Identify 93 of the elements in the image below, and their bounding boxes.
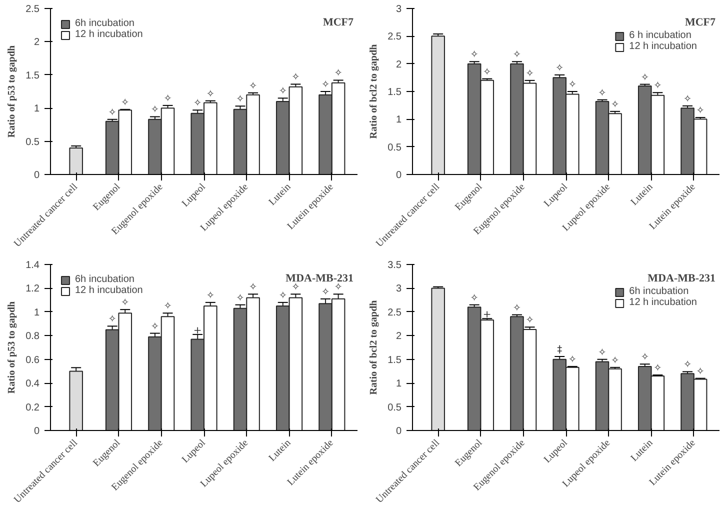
y-axis-title: Ratio of bcl2 to gapdh [368,300,380,395]
y-tick-label: 0 [34,426,40,437]
legend-label: 12 h incubation [629,297,697,308]
data-label: ✧ [321,286,330,298]
y-tick-label: 1 [34,104,40,115]
data-label: ✧ [598,88,606,99]
legend-label: 6h incubation [75,18,134,29]
data-label: ✧ [291,282,300,294]
data-label: ✧ [248,80,258,92]
data-label: ✧ [248,282,258,294]
data-label: ✧ [696,366,705,378]
y-tick-label: 0.5 [26,136,40,148]
y-axis-title: Ratio of bcl2 to gapdh [368,44,380,139]
y-tick-label: 0.8 [26,331,40,342]
data-label: ✧ [206,290,215,302]
data-label: ✧ [150,321,160,332]
y-tick-label: 2.5 [26,4,40,15]
data-label: ✧ [236,94,244,106]
data-label: ✧ [470,292,479,304]
y-tick-label: 2 [396,59,402,70]
data-label: ✧ [640,72,650,84]
data-label: ✧ [568,80,577,90]
data-label: ✧ [334,282,343,294]
text: MDA-MB-231 [286,272,354,284]
data-label: ✧ [334,68,343,80]
y-tick-label: 1.5 [26,70,40,82]
data-label: ✧ [164,93,172,104]
y-tick-label: 1.5 [388,87,402,98]
data-label: + [193,325,202,336]
data-label: ✧ [512,50,522,61]
legend-label: 12 h incubation [75,29,143,40]
data-label: ✧ [598,347,606,358]
y-tick-label: 3 [396,4,402,15]
y-tick-label: 2 [396,331,402,342]
data-label: ✧ [526,315,534,326]
legend-label: 12 h incubation [75,285,143,296]
data-label: ✧ [120,298,130,309]
y-tick-label: 1 [34,307,40,318]
y-tick-label: 0.6 [26,354,40,366]
data-label: ✧ [653,363,662,374]
data-label: ✧ [278,86,288,98]
legend-label: 6 h incubation [629,30,692,41]
legend-label: 12 h incubation [629,41,697,52]
y-tick-label: 0 [34,170,40,181]
y-tick-label: 1.4 [26,260,40,271]
y-tick-label: 0.4 [26,378,40,390]
data-label: ✧ [512,302,522,314]
y-tick-label: 1 [396,378,402,390]
y-axis-title: Ratio of p53 to gapdh [6,44,18,138]
y-tick-label: 2.5 [388,32,402,43]
data-label: ✧ [610,99,620,110]
data-label: ✧ [482,66,492,78]
data-label: ✧ [120,97,130,108]
text: MCF7 [684,16,716,28]
text: MCF7 [322,16,354,28]
data-label: ✧ [696,106,705,117]
y-tick-label: 0 [396,426,402,437]
y-tick-label: 2 [34,37,40,48]
data-label: ✧ [164,301,172,312]
data-label: ✧ [150,104,160,116]
legend-label: 6h incubation [75,274,134,285]
y-tick-label: 1 [396,114,402,126]
legend-label: 6h incubation [629,286,689,297]
y-axis-title: Ratio of p53 to gapdh [6,300,18,394]
data-label: ✧ [640,352,650,364]
data-label: ✧ [568,354,577,366]
y-tick-label: 0.5 [388,402,402,414]
y-tick-label: 1.2 [26,284,40,295]
data-label: ✧ [321,80,330,90]
y-tick-label: 0.2 [26,402,40,414]
data-label: ✧ [291,72,300,84]
text: MDA-MB-231 [648,272,716,284]
y-tick-label: 2.5 [388,307,402,318]
y-tick-label: 3.5 [388,260,402,271]
y-tick-label: 3 [396,284,402,295]
data-label: ✧ [108,314,117,326]
data-label: ✧ [193,98,202,110]
data-label: ✧ [683,94,692,105]
data-label: ✧ [470,50,479,61]
data-label: ✧ [206,88,215,100]
y-tick-label: 0.5 [388,142,402,154]
y-tick-label: 1.5 [388,354,402,366]
data-label: ✧ [108,107,117,118]
data-label: ✧ [555,62,564,74]
data-label: ✧ [278,290,288,302]
data-label: ✧ [653,80,662,92]
data-label: ‡ [557,344,562,356]
data-label: ✧ [683,360,692,371]
data-label: ✧ [610,355,620,366]
data-label: ✧ [526,68,534,80]
data-label: ✧ [236,292,244,304]
data-label: + [482,310,492,321]
y-tick-label: 0 [396,170,402,181]
